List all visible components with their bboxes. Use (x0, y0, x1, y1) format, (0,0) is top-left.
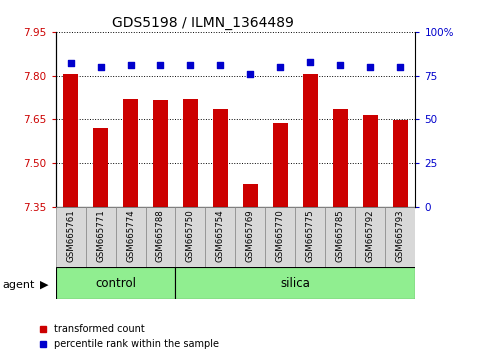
Bar (93, 128, 108, 207)
Bar (63, 74, 78, 207)
Bar (183, 99, 198, 207)
Point (156, 62, 164, 68)
Text: GSM665793: GSM665793 (396, 209, 405, 262)
Text: GSM665761: GSM665761 (66, 209, 75, 262)
Text: GSM665769: GSM665769 (246, 209, 255, 262)
Point (277, 64, 284, 70)
Point (186, 62, 194, 68)
Bar (273, 123, 288, 207)
Text: GSM665785: GSM665785 (336, 209, 345, 262)
Point (247, 71, 255, 77)
Bar (266, 207, 296, 267)
Point (337, 62, 344, 68)
Bar (205, 207, 236, 267)
Bar (333, 109, 348, 207)
Text: GSM665775: GSM665775 (306, 209, 315, 262)
Bar (296, 207, 326, 267)
Point (97, 64, 104, 70)
Text: control: control (95, 277, 136, 290)
Bar (236, 207, 266, 267)
Bar (175, 267, 415, 299)
Text: GSM665788: GSM665788 (156, 209, 165, 262)
Bar (303, 74, 318, 207)
Text: GSM665792: GSM665792 (366, 209, 375, 262)
Bar (153, 101, 168, 207)
Point (67, 61, 74, 66)
Text: GSM665771: GSM665771 (96, 209, 105, 262)
Text: GSM665754: GSM665754 (216, 209, 225, 262)
Point (127, 62, 134, 68)
Bar (213, 109, 228, 207)
Bar (355, 207, 385, 267)
Text: GDS5198 / ILMN_1364489: GDS5198 / ILMN_1364489 (112, 16, 294, 30)
Bar (56, 207, 85, 267)
Bar (243, 184, 258, 207)
Bar (145, 207, 175, 267)
Point (367, 64, 374, 70)
Bar (115, 207, 145, 267)
Point (216, 62, 224, 68)
Bar (385, 207, 415, 267)
Bar (175, 207, 205, 267)
Bar (85, 207, 115, 267)
Bar (393, 120, 408, 207)
Text: silica: silica (281, 277, 311, 290)
Point (397, 64, 404, 70)
Text: ▶: ▶ (40, 280, 48, 290)
Text: agent: agent (2, 280, 35, 290)
Bar (56, 267, 175, 299)
Text: GSM665750: GSM665750 (186, 209, 195, 262)
Bar (123, 99, 138, 207)
Text: GSM665774: GSM665774 (126, 209, 135, 262)
Bar (363, 115, 378, 207)
Legend: transformed count, percentile rank within the sample: transformed count, percentile rank withi… (39, 324, 219, 349)
Bar (326, 207, 355, 267)
Point (307, 59, 314, 64)
Text: GSM665770: GSM665770 (276, 209, 285, 262)
